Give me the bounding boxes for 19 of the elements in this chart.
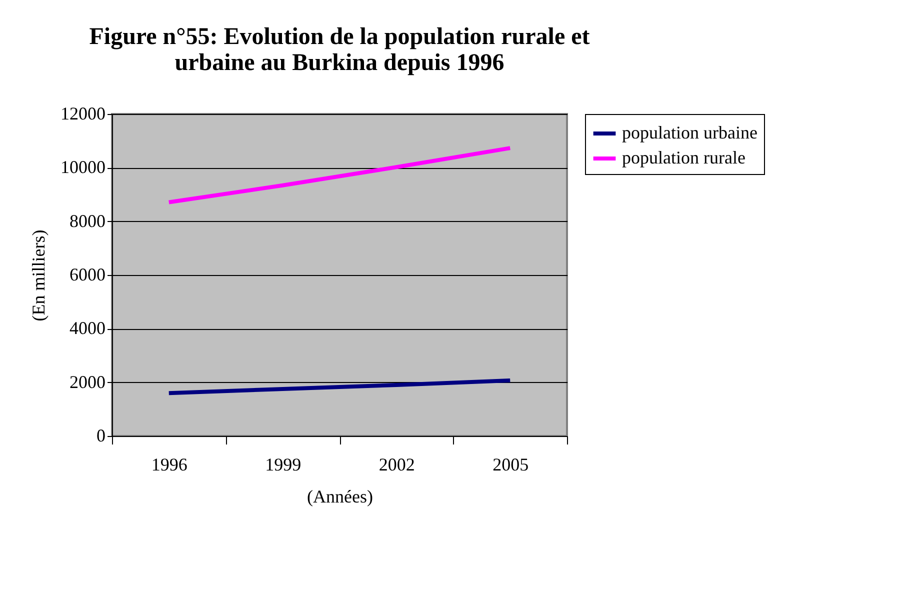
x-axis-title: (Années)	[307, 486, 373, 506]
y-tick-label: 6000	[70, 264, 106, 284]
y-tick-label: 12000	[60, 104, 106, 124]
y-tick-label: 0	[96, 426, 106, 446]
legend-label: population rurale	[622, 148, 746, 168]
y-axis-title: (En milliers)	[28, 230, 48, 322]
y-tick-label: 4000	[70, 318, 106, 338]
text: urbaine au Burkina depuis 1996	[174, 50, 504, 76]
text: Figure n°55: Evolution de la population rurale et	[89, 24, 590, 50]
legend-label: population urbaine	[622, 122, 758, 142]
y-tick-label: 10000	[60, 157, 106, 178]
line-series	[166, 146, 512, 204]
line-series	[166, 378, 512, 396]
x-tick-label: 1999	[265, 454, 302, 474]
y-tick-label: 8000	[70, 210, 106, 231]
x-tick-label: 1996	[151, 454, 188, 474]
y-tick-label: 2000	[70, 372, 106, 392]
x-tick-label: 2002	[378, 454, 415, 474]
x-tick-label: 2005	[492, 454, 529, 474]
